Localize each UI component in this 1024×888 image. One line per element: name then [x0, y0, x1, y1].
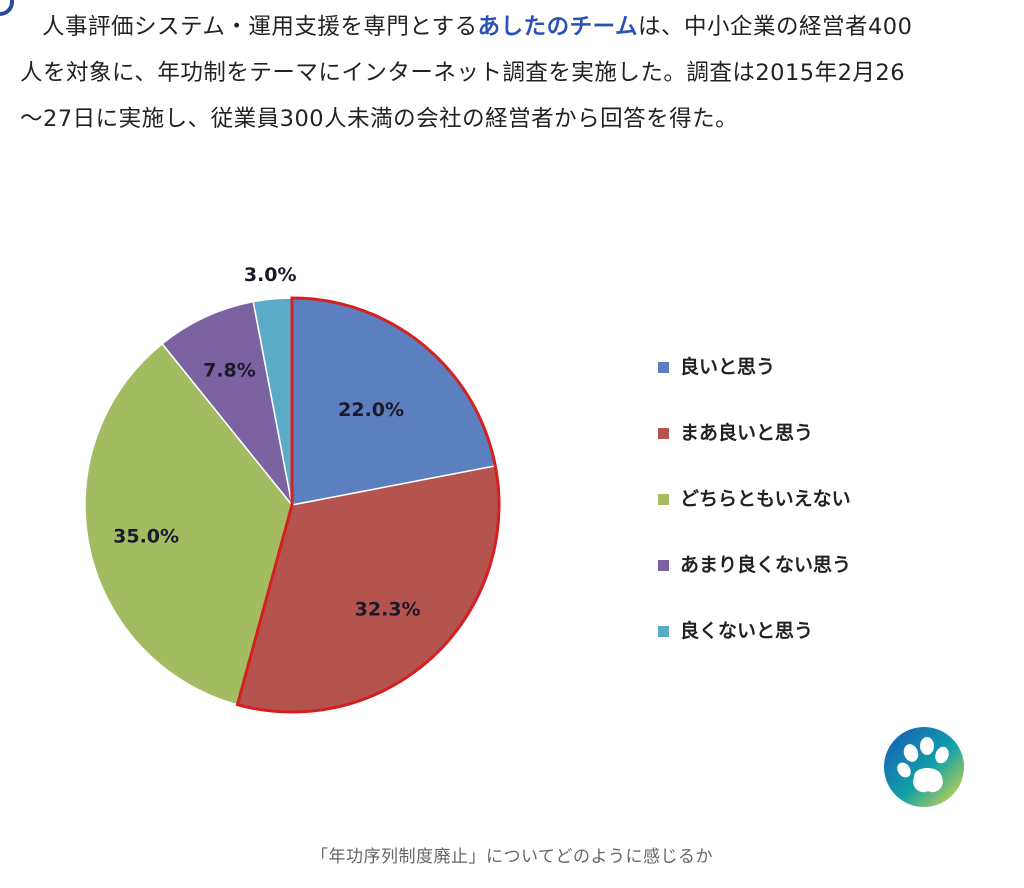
pie-label-bad: 3.0% [244, 264, 297, 286]
legend-label-good: 良いと思う [680, 356, 776, 378]
corner-decoration [0, 0, 14, 16]
legend-item-neutral: どちらともいえない [658, 482, 998, 548]
pie-slice-neutral [84, 342, 293, 706]
pie-chart-svg: 22.0% 32.3% 35.0% 7.8% 3.0% [84, 264, 501, 714]
legend-swatch-somewhat-bad [658, 560, 669, 571]
legend-item-somewhat-good: まあ良いと思う [658, 416, 998, 482]
pie-label-neutral: 35.0% [113, 525, 179, 547]
paw-badge[interactable] [884, 727, 964, 807]
paw-icon [897, 737, 949, 793]
pie-highlight-outline [235, 296, 501, 714]
legend-item-bad: 良くないと思う [658, 614, 998, 680]
legend-label-neutral: どちらともいえない [680, 488, 851, 510]
pie-label-somewhat-bad: 7.8% [203, 360, 256, 382]
pie-slice-somewhat-bad [161, 300, 293, 506]
legend-item-good: 良いと思う [658, 350, 998, 416]
legend-label-somewhat-bad: あまり良くない思う [680, 554, 852, 576]
legend-swatch-neutral [658, 494, 669, 505]
legend-swatch-somewhat-good [658, 428, 669, 439]
legend-item-somewhat-bad: あまり良くない思う [658, 548, 998, 614]
article-line-1-suffix: は、中小企業の経営者400 [637, 14, 913, 40]
pie-label-somewhat-good: 32.3% [355, 598, 421, 620]
article-line-2: 人を対象に、年功制をテーマにインターネット調査を実施した。調査は2015年2月2… [20, 60, 906, 86]
legend-label-somewhat-good: まあ良いと思う [680, 422, 814, 444]
article-line-1-prefix: 人事評価システム・運用支援を専門とする [42, 14, 478, 40]
company-link[interactable]: あしたのチーム [477, 14, 638, 40]
article-line-1: 人事評価システム・運用支援を専門とするあしたのチームは、中小企業の経営者400 [20, 4, 1010, 50]
legend-swatch-good [658, 362, 669, 373]
article-line-3: 〜27日に実施し、従業員300人未満の会社の経営者から回答を得た。 [20, 106, 739, 132]
pie-label-good: 22.0% [338, 399, 404, 421]
pie-chart: 22.0% 32.3% 35.0% 7.8% 3.0% 良いと思うまあ良いと思うどちらと… [0, 240, 1024, 760]
chart-legend: 良いと思うまあ良いと思うどちらともいえない あまり良くない思う 良くないと思う [658, 350, 998, 680]
legend-label-bad: 良くないと思う [680, 620, 814, 642]
legend-swatch-bad [658, 626, 669, 637]
article-text: 人事評価システム・運用支援を専門とするあしたのチームは、中小企業の経営者400 … [20, 4, 1010, 142]
chart-caption: 「年功序列制度廃止」についてどのように感じるか [311, 847, 713, 867]
